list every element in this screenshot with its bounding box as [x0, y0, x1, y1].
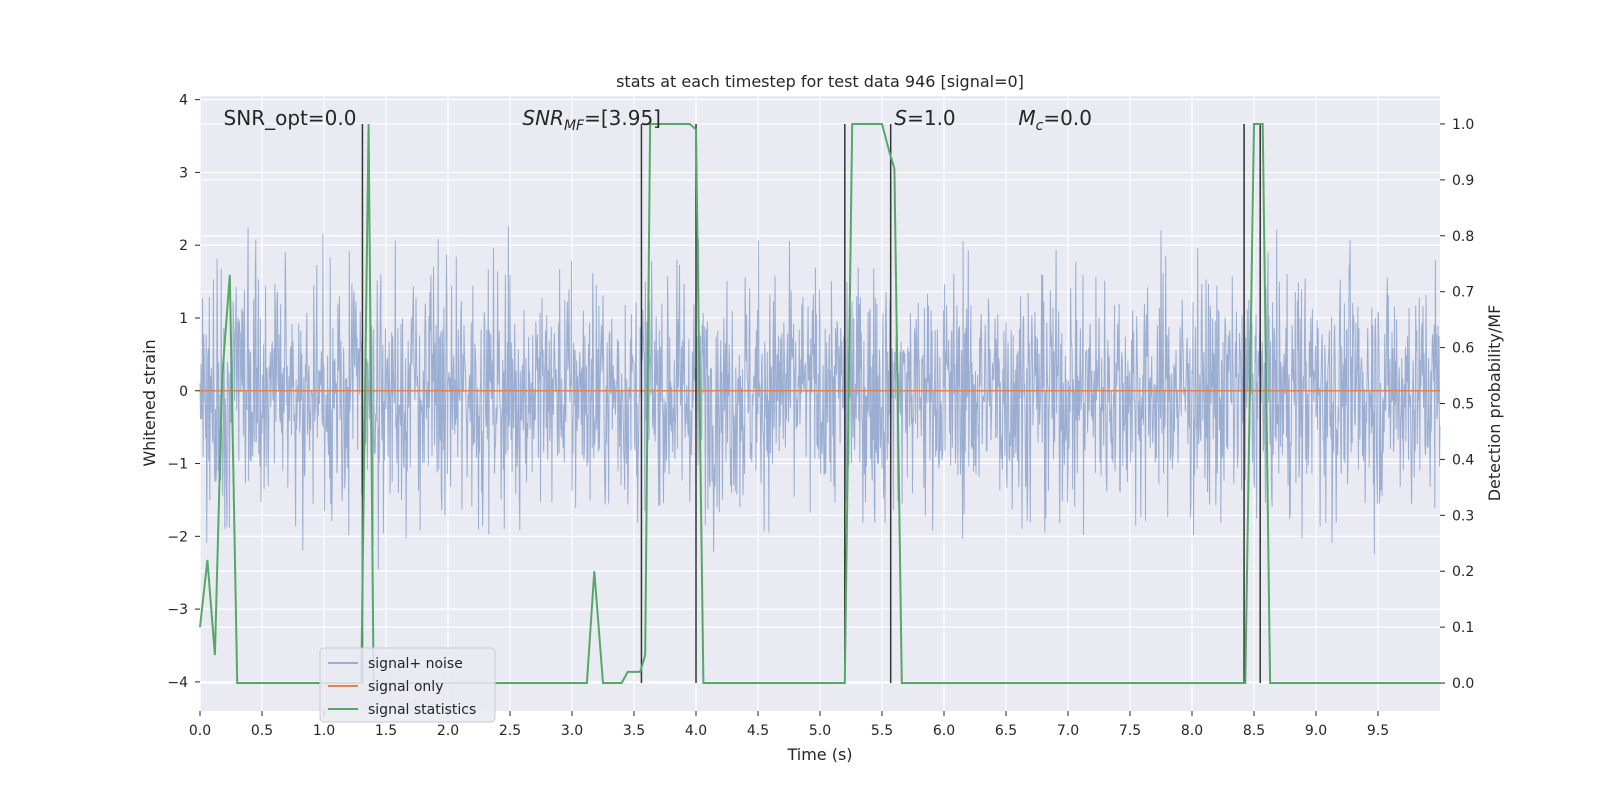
- annotation: S=1.0: [894, 106, 955, 130]
- y2-tick-label: 0.4: [1452, 452, 1474, 468]
- y2-tick-label: 0.0: [1452, 676, 1474, 692]
- x-tick-label: 5.0: [809, 723, 831, 739]
- y-tick-label: 4: [179, 93, 188, 109]
- x-tick-label: 8.0: [1181, 723, 1203, 739]
- legend: signal+ noise signal only signal statist…: [319, 647, 496, 723]
- y2-tick-label: 0.9: [1452, 173, 1474, 189]
- y2-tick-label: 0.7: [1452, 285, 1474, 301]
- x-tick-label: 9.5: [1367, 723, 1389, 739]
- x-tick-label: 3.0: [561, 723, 583, 739]
- y-tick-label: −3: [167, 602, 188, 618]
- annotation: Mc=0.0: [1018, 106, 1092, 134]
- legend-box: [319, 647, 496, 723]
- series-signal-plus-noise: [199, 225, 1441, 570]
- x-tick-label: 9.0: [1305, 723, 1327, 739]
- x-tick-label: 4.5: [747, 723, 769, 739]
- signal-statistics-line: [199, 123, 1440, 684]
- annotation: SNR_opt=0.0: [224, 106, 357, 130]
- y2-tick-label: 1.0: [1452, 117, 1474, 133]
- legend-label-signal-only: signal only: [368, 679, 443, 695]
- x-tick-label: 6.5: [995, 723, 1017, 739]
- y-tick-label: 0: [179, 384, 188, 400]
- annotations: SNR_opt=0.0 SNRMF=[3.95] S=1.0 Mc=0.0: [224, 106, 1092, 134]
- x-tick-label: 4.0: [685, 723, 707, 739]
- y-tick-label: −4: [167, 675, 188, 691]
- y2-tick-label: 0.2: [1452, 564, 1474, 580]
- y-axis-ticks: 4 3 2 1 0 −1 −2 −3 −4: [167, 93, 200, 691]
- y2-tick-label: 0.8: [1452, 229, 1474, 245]
- y2-tick-label: 0.6: [1452, 341, 1474, 357]
- x-tick-label: 6.0: [933, 723, 955, 739]
- x-tick-label: 2.5: [499, 723, 521, 739]
- x-axis-label: Time (s): [786, 745, 852, 764]
- legend-label-signal-plus-noise: signal+ noise: [368, 656, 463, 672]
- x-tick-label: 7.0: [1057, 723, 1079, 739]
- y2-tick-label: 0.3: [1452, 508, 1474, 524]
- signal-plus-noise-line: [199, 225, 1441, 570]
- x-tick-label: 7.5: [1119, 723, 1141, 739]
- x-tick-label: 0.5: [251, 723, 273, 739]
- series-signal-statistics: [199, 123, 1440, 684]
- y-tick-label: −1: [167, 457, 188, 473]
- chart-title: stats at each timestep for test data 946…: [616, 72, 1024, 91]
- y2-tick-label: 0.5: [1452, 397, 1474, 413]
- legend-label-signal-statistics: signal statistics: [368, 702, 476, 718]
- x-tick-label: 1.0: [313, 723, 335, 739]
- y-tick-label: 3: [179, 165, 188, 181]
- y-tick-label: 1: [179, 311, 188, 327]
- x-axis-ticks: 0.0 0.5 1.0 1.5 2.0 2.5 3.0 3.5 4.0 4.5 5.0 5.5 6.0 6…: [189, 711, 1389, 739]
- y-tick-label: 2: [179, 238, 188, 254]
- x-tick-label: 0.0: [189, 723, 211, 739]
- y-axis-label: Whitened strain: [140, 339, 159, 466]
- y-tick-label: −2: [167, 529, 188, 545]
- y2-axis-label: Detection probability/MF: [1485, 305, 1504, 502]
- y2-tick-label: 0.1: [1452, 620, 1474, 636]
- y2-axis-ticks: 1.0 0.9 0.8 0.7 0.6 0.5 0.4 0.3 0.2 0.1 0.0: [1440, 117, 1474, 692]
- annotation: SNRMF=[3.95]: [522, 106, 661, 134]
- x-tick-label: 5.5: [871, 723, 893, 739]
- x-tick-label: 1.5: [375, 723, 397, 739]
- x-tick-label: 8.5: [1243, 723, 1265, 739]
- x-tick-label: 2.0: [437, 723, 459, 739]
- x-tick-label: 3.5: [623, 723, 645, 739]
